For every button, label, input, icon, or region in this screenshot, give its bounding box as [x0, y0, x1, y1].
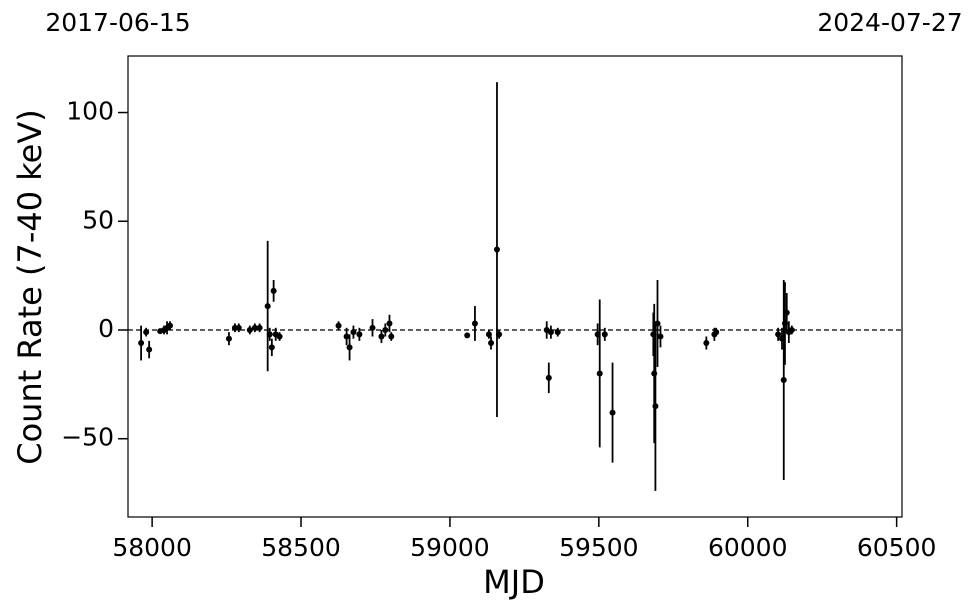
data-point: [256, 324, 263, 331]
data-point: [783, 309, 790, 316]
data-point: [554, 329, 561, 336]
y-tick-label: 0: [98, 314, 114, 343]
data-point: [651, 370, 658, 377]
top-right-label: 2024-07-27: [817, 8, 962, 37]
data-point: [251, 324, 258, 331]
data-point: [386, 320, 393, 327]
data-point: [596, 370, 603, 377]
x-axis-label: MJD: [483, 563, 545, 601]
data-point: [335, 322, 342, 329]
data-point: [382, 326, 389, 333]
x-tick-label: 58500: [261, 533, 341, 562]
x-tick-label: 60000: [708, 533, 788, 562]
data-point: [346, 344, 353, 351]
data-point: [652, 403, 659, 410]
y-tick-label: −50: [61, 423, 114, 452]
x-tick-label: 60500: [857, 533, 937, 562]
data-point: [166, 322, 173, 329]
data-point: [496, 331, 503, 338]
plot-frame: [127, 55, 903, 518]
x-tick-label: 59000: [410, 533, 490, 562]
x-tick-label: 59500: [559, 533, 639, 562]
data-point: [493, 246, 500, 253]
data-point: [713, 329, 720, 336]
data-point: [356, 331, 363, 338]
data-point: [609, 409, 616, 416]
x-tick-label: 58000: [112, 533, 192, 562]
y-tick-label: 50: [82, 205, 114, 234]
data-point: [547, 329, 554, 336]
data-point: [657, 333, 664, 340]
data-point: [350, 329, 357, 336]
data-point: [780, 377, 787, 384]
data-point: [378, 333, 385, 340]
data-point: [246, 326, 253, 333]
data-point: [270, 287, 277, 294]
data-point: [235, 324, 242, 331]
data-point: [343, 333, 350, 340]
data-point: [775, 331, 782, 338]
data-point: [225, 335, 232, 342]
data-point: [138, 340, 145, 347]
data-point: [601, 331, 608, 338]
data-point: [369, 324, 376, 331]
data-point: [143, 329, 150, 336]
top-left-label: 2017-06-15: [45, 8, 190, 37]
y-tick-label: 100: [66, 97, 114, 126]
data-point: [545, 374, 552, 381]
data-point: [276, 333, 283, 340]
y-axis-label: Count Rate (7-40 keV): [11, 109, 49, 464]
data-point: [264, 303, 271, 310]
data-point: [268, 344, 275, 351]
data-point: [485, 331, 492, 338]
data-point: [266, 331, 273, 338]
data-point: [703, 340, 710, 347]
data-point: [654, 320, 661, 327]
data-point: [146, 346, 153, 353]
data-point: [388, 333, 395, 340]
data-point: [788, 326, 795, 333]
data-point: [488, 340, 495, 347]
data-point: [464, 332, 471, 339]
data-point: [471, 320, 478, 327]
